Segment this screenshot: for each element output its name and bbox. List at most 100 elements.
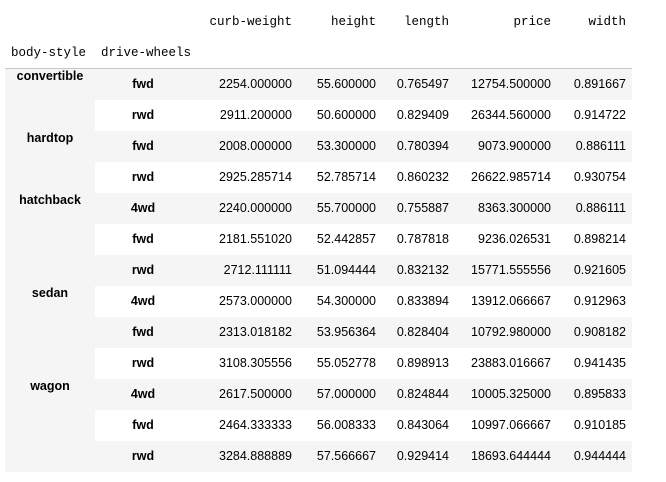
table-cell: 9236.026531 <box>478 232 551 246</box>
table-cell: 15771.555556 <box>471 263 551 277</box>
table-cell: 0.843064 <box>396 418 449 432</box>
table-cell: 57.000000 <box>316 387 376 401</box>
column-header: price <box>513 14 551 29</box>
table-row: rwd 3284.888889 57.566667 0.929414 18693.644… <box>5 440 632 472</box>
table-cell: 0.891667 <box>573 77 626 92</box>
table-cell: 0.944444 <box>573 449 626 463</box>
table-cell: 2617.500000 <box>219 387 292 401</box>
table-cell: 3284.888889 <box>219 449 292 463</box>
table-cell: 2925.285714 <box>219 170 292 184</box>
table-cell: 18693.644444 <box>471 449 551 463</box>
table-cell: 0.895833 <box>573 387 626 401</box>
table-cell: 52.785714 <box>316 170 376 184</box>
table-cell: 0.787818 <box>396 232 449 246</box>
table-cell: 0.908182 <box>573 325 626 339</box>
table-cell: 2911.200000 <box>219 108 292 122</box>
table-cell: 13912.066667 <box>471 294 551 308</box>
table-row: sedan 4wd 2573.000000 54.300000 0.833894 1391… <box>5 285 632 379</box>
header-blank <box>382 37 455 69</box>
row-label-drive-wheels: 4wd <box>130 201 156 215</box>
table-row: hardtop fwd 2008.000000 53.300000 0.780394 90… <box>5 130 632 193</box>
table-cell: 54.300000 <box>316 294 376 308</box>
table-cell: 55.052778 <box>316 356 376 370</box>
row-label-drive-wheels: rwd <box>131 108 155 122</box>
table-cell: 53.956364 <box>316 325 376 339</box>
table-cell: 2181.551020 <box>219 232 292 246</box>
column-header: width <box>588 14 626 29</box>
row-label-body-style: convertible <box>5 68 95 131</box>
table-cell: 10997.066667 <box>471 418 551 432</box>
row-label-drive-wheels: 4wd <box>130 387 156 401</box>
table-cell: 0.914722 <box>573 108 626 122</box>
row-label-drive-wheels: rwd <box>131 356 155 370</box>
table-row: fwd 2464.333333 56.008333 0.843064 10997.066… <box>5 409 632 441</box>
row-label-drive-wheels: rwd <box>131 449 155 463</box>
row-label-body-style: hardtop <box>5 130 95 193</box>
row-label-body-style: sedan <box>5 285 95 379</box>
table-cell: 0.886111 <box>575 139 626 153</box>
table-cell: 0.829409 <box>396 108 449 122</box>
table-cell: 8363.300000 <box>478 201 551 215</box>
table-cell: 51.094444 <box>316 263 376 277</box>
table-row: fwd 2181.551020 52.442857 0.787818 9236.0265… <box>5 223 632 255</box>
table-cell: 26622.985714 <box>471 170 551 184</box>
table-cell: 55.700000 <box>316 201 376 215</box>
header-blank <box>557 37 632 69</box>
row-label-drive-wheels: fwd <box>132 325 154 339</box>
index-name: drive-wheels <box>95 37 191 69</box>
column-header: height <box>330 14 376 29</box>
table-cell: 0.941435 <box>573 356 626 370</box>
table-cell: 0.898214 <box>573 232 626 246</box>
column-header-row: curb-weight height length price width <box>5 6 632 37</box>
table-cell: 2712.111111 <box>223 263 292 277</box>
table-cell: 0.910185 <box>573 418 626 432</box>
table-cell: 0.765497 <box>396 77 449 92</box>
table-row: fwd 2313.018182 53.956364 0.828404 10792.980… <box>5 316 632 348</box>
row-label-drive-wheels: rwd <box>131 170 155 184</box>
row-label-drive-wheels: rwd <box>131 263 155 277</box>
row-label-drive-wheels: fwd <box>132 139 154 153</box>
table-cell: 2464.333333 <box>219 418 292 432</box>
header-blank <box>191 37 298 69</box>
header-blank <box>455 37 557 69</box>
column-header: curb-weight <box>209 14 292 29</box>
table-cell: 0.860232 <box>396 170 449 184</box>
table-cell: 0.912963 <box>573 294 626 308</box>
table-cell: 0.780394 <box>396 139 449 153</box>
table-body: convertible fwd 2254.000000 55.600000 0.7654… <box>5 68 632 472</box>
table-cell: 2240.000000 <box>219 201 292 215</box>
table-cell: 0.755887 <box>396 201 449 215</box>
table-cell: 0.930754 <box>573 170 626 184</box>
table-cell: 9073.900000 <box>478 139 551 153</box>
table-cell: 2573.000000 <box>219 294 292 308</box>
row-label-drive-wheels: fwd <box>132 77 154 92</box>
table-cell: 0.828404 <box>396 325 449 339</box>
row-label-drive-wheels: fwd <box>132 232 154 246</box>
header-blank <box>5 6 95 37</box>
table-cell: 12754.500000 <box>471 77 551 92</box>
table-cell: 0.833894 <box>396 294 449 308</box>
table-cell: 52.442857 <box>316 232 376 246</box>
table-cell: 2254.000000 <box>219 77 292 92</box>
header-blank <box>95 6 191 37</box>
table-cell: 56.008333 <box>316 418 376 432</box>
table-cell: 10792.980000 <box>471 325 551 339</box>
index-name-row: body-style drive-wheels <box>5 37 632 69</box>
table-cell: 57.566667 <box>316 449 376 463</box>
table-row: rwd 2925.285714 52.785714 0.860232 26622.985… <box>5 161 632 193</box>
table-cell: 0.824844 <box>396 387 449 401</box>
row-label-drive-wheels: 4wd <box>130 294 156 308</box>
table-cell: 55.600000 <box>316 77 376 92</box>
table-cell: 2313.018182 <box>219 325 292 339</box>
table-cell: 0.921605 <box>573 263 626 277</box>
header-blank <box>298 37 382 69</box>
table-row: hatchback 4wd 2240.000000 55.700000 0.755887… <box>5 192 632 286</box>
table-row: rwd 2911.200000 50.600000 0.829409 26344.560… <box>5 99 632 131</box>
table-cell: 0.886111 <box>575 201 626 215</box>
table-cell: 50.600000 <box>316 108 376 122</box>
table-row: wagon 4wd 2617.500000 57.000000 0.824844 1000… <box>5 378 632 472</box>
table-row: rwd 3108.305556 55.052778 0.898913 23883.016… <box>5 347 632 379</box>
table-cell: 2008.000000 <box>219 139 292 153</box>
table-cell: 0.898913 <box>396 356 449 370</box>
